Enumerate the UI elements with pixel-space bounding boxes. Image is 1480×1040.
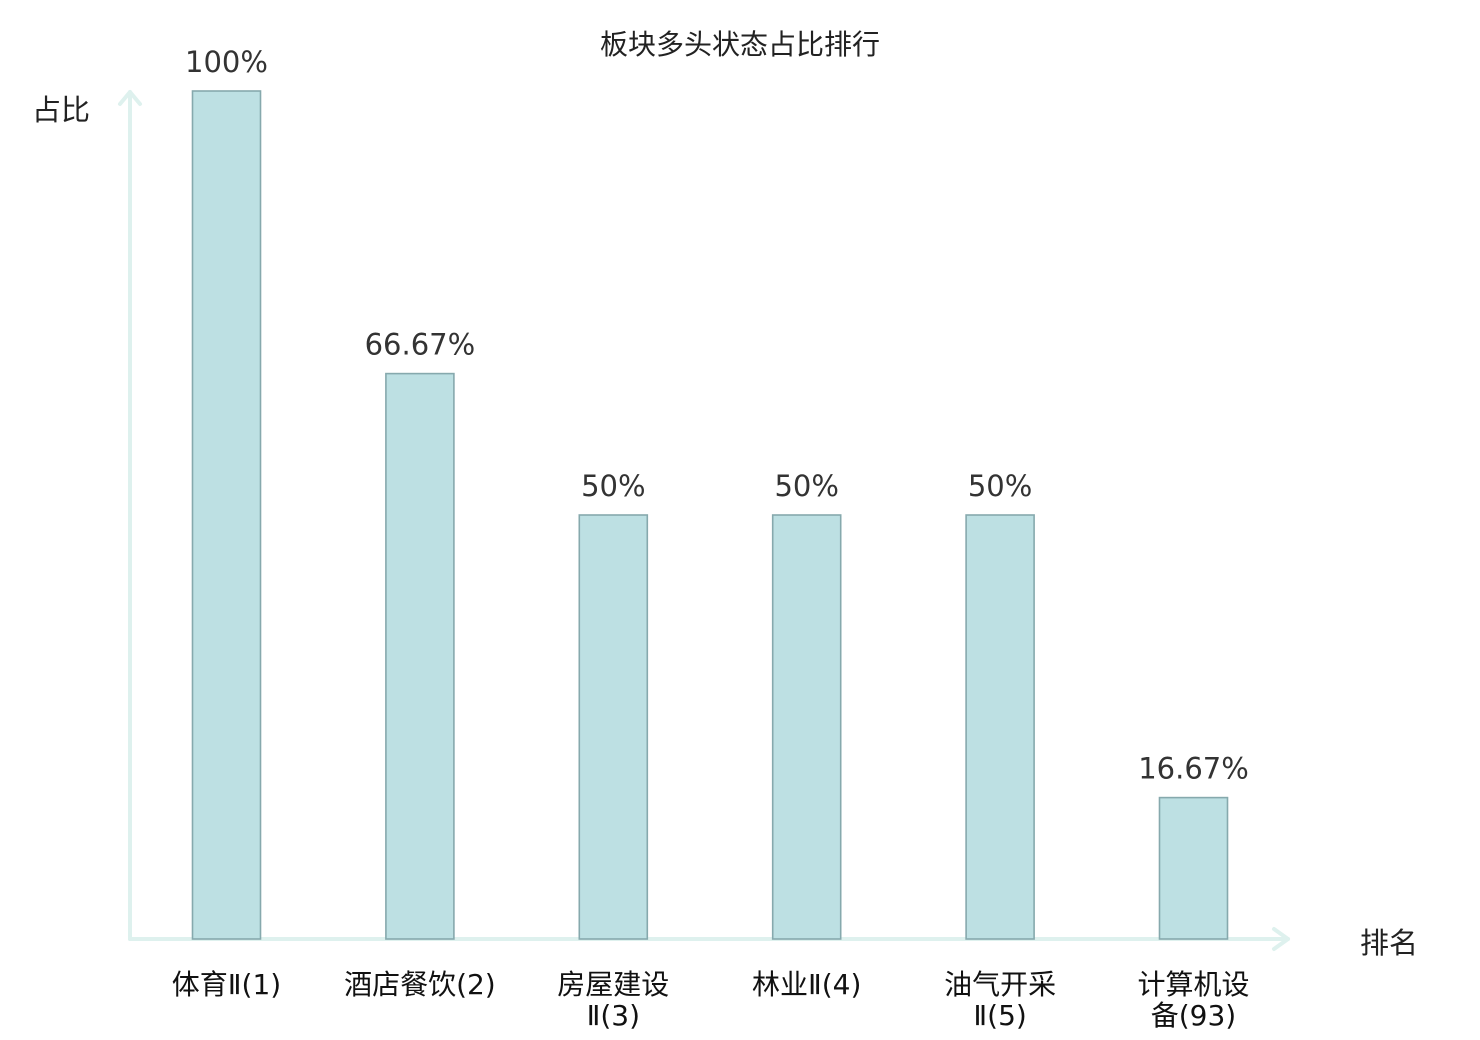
category-label-3: 房屋建设 Ⅱ(3) (557, 968, 669, 1032)
category-label-2-line-1: 酒店餐饮(2) (344, 968, 496, 1001)
y-axis-arrow (118, 90, 142, 106)
bar-2 (385, 372, 455, 940)
value-labels-group: 100% 66.67% 50% 50% 50% 16.67% (185, 45, 1249, 786)
bar-5 (965, 514, 1035, 940)
category-label-3-line-1: 房屋建设 (557, 968, 669, 1001)
value-label-1: 100% (185, 45, 268, 79)
category-label-5-line-2: Ⅱ(5) (973, 999, 1026, 1032)
bar-3 (578, 514, 649, 940)
bars-group (191, 90, 1229, 940)
category-label-1: 体育Ⅱ(1) (172, 968, 281, 1001)
category-label-4-line-1: 林业Ⅱ(4) (752, 968, 861, 1001)
x-axis-label: 排名 (1360, 926, 1418, 960)
value-label-2: 66.67% (365, 328, 476, 362)
category-label-1-line-1: 体育Ⅱ(1) (172, 968, 281, 1001)
category-label-6-line-1: 计算机设 (1137, 968, 1249, 1001)
category-label-5-line-1: 油气开采 (944, 968, 1056, 1001)
category-label-6: 计算机设备(93) (1137, 968, 1249, 1032)
category-label-4: 林业Ⅱ(4) (752, 968, 861, 1001)
x-axis-arrow (1272, 927, 1290, 951)
value-label-3: 50% (581, 469, 645, 503)
bar-6 (1158, 796, 1229, 940)
value-label-6: 16.67% (1138, 752, 1249, 786)
category-label-6-line-2: 备(93) (1151, 999, 1236, 1032)
bar-1 (191, 90, 262, 940)
category-labels-group: 体育Ⅱ(1) 酒店餐饮(2) 房屋建设 Ⅱ(3) 林业Ⅱ(4) 油气开采 Ⅱ(5) 计算机设备… (172, 968, 1250, 1032)
value-label-4: 50% (774, 469, 838, 503)
category-label-2: 酒店餐饮(2) (344, 968, 496, 1001)
category-label-5: 油气开采 Ⅱ(5) (944, 968, 1056, 1032)
chart-title: 板块多头状态占比排行 (600, 28, 880, 61)
category-label-3-line-2: Ⅱ(3) (587, 999, 640, 1032)
y-axis-label: 占比 (32, 93, 90, 127)
value-label-5: 50% (968, 469, 1032, 503)
bar-4 (771, 514, 842, 940)
